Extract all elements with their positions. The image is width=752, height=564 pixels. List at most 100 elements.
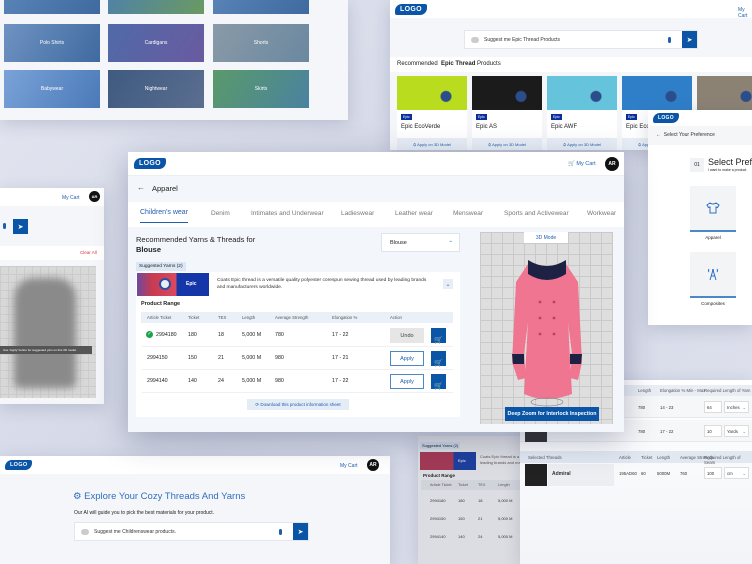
thread-name: Admiral [552, 471, 571, 477]
brand-badge: Epic [476, 114, 487, 120]
product-card[interactable]: Epic Epic EcoVerde ⛭ Apply on 3D Model [397, 76, 467, 150]
3d-mode-toggle[interactable]: 3D Mode [524, 232, 568, 243]
send-button[interactable]: ➤ [682, 31, 697, 48]
cell: 780 [638, 405, 646, 410]
category-label: Nightwear [144, 86, 168, 92]
cell: 2994180 [156, 332, 177, 338]
my-cart-link[interactable]: 🛒 My Cart [568, 161, 596, 167]
send-button[interactable]: ➤ [13, 219, 28, 234]
apply-hint: Use 'Apply' button for suggested yarn on… [0, 346, 92, 354]
send-icon: ➤ [686, 36, 693, 44]
apply-3d-button[interactable]: ⛭ Apply on 3D Model [547, 138, 617, 150]
undo-button[interactable]: Undo [390, 328, 424, 343]
category-tile[interactable]: Polo Shirts [4, 24, 100, 62]
product-name: Epic EcoVerde [401, 124, 441, 130]
check-icon: ✓ [146, 331, 153, 338]
column-header: TEX [478, 483, 486, 487]
logo[interactable]: LOGO [134, 158, 166, 169]
garment-dropdown[interactable]: Blouse ⌄ [381, 233, 460, 252]
apply-3d-button[interactable]: ⛭ Apply on 3D Model [397, 138, 467, 150]
yarn-length-input[interactable]: 64 [704, 401, 722, 413]
ai-chat-icon [471, 36, 479, 43]
category-tile[interactable]: Babywear [4, 70, 100, 108]
cell: 150 [188, 355, 197, 361]
back-arrow-icon[interactable]: ← [137, 183, 145, 192]
product-card[interactable]: Epic Epic AWF ⛭ Apply on 3D Model [547, 76, 617, 150]
suggested-yarns-badge: Suggested Yarns (2) [136, 262, 186, 271]
preference-title: Select Prefer [708, 157, 752, 167]
category-tile[interactable]: Nightwear [108, 70, 204, 108]
tab-leather-wear[interactable]: Leather wear [395, 210, 433, 217]
column-header: Selected Threads [528, 455, 562, 460]
category-tile[interactable] [108, 0, 204, 14]
mic-icon[interactable] [279, 529, 282, 535]
tab-menswear[interactable]: Menswear [453, 210, 483, 217]
seam-unit-select[interactable]: cm ⌄ [724, 467, 749, 479]
cell: 140 [188, 378, 197, 384]
search-input[interactable]: Suggest me Epic Thread Products ➤ [464, 30, 698, 49]
my-cart-link[interactable]: My Cart [340, 463, 358, 469]
cart-icon: 🛒 [434, 360, 443, 367]
deep-zoom-button[interactable]: Deep Zoom for Interlock Inspection [505, 407, 599, 421]
search-input[interactable]: Suggest me Childrenswear products. ➤ [74, 522, 309, 541]
back-link[interactable]: ← Select Your Preference [656, 132, 715, 138]
download-sheet-button[interactable]: ⟳ Download this product information shee… [247, 399, 349, 410]
avatar[interactable]: AR [89, 191, 100, 202]
search-value: Suggest me Childrenswear products. [94, 528, 176, 535]
category-tile[interactable] [4, 0, 100, 14]
yarn-badge: Epic [186, 281, 197, 287]
apply-button[interactable]: Apply [390, 351, 424, 366]
cell: 180 [188, 332, 197, 338]
category-tile[interactable] [213, 0, 309, 14]
product-card[interactable]: Epic Epic AS ⛭ Apply on 3D Model [472, 76, 542, 150]
column-header: Article Ticket [430, 483, 452, 487]
apply-3d-button[interactable]: ⛭ Apply on 3D Model [472, 138, 542, 150]
add-to-cart-button[interactable]: 🛒 [431, 351, 446, 367]
cell: 17 - 21 [332, 355, 349, 361]
brand-badge: Epic [551, 114, 562, 120]
tab-sports-and-activewear[interactable]: Sports and Activewear [504, 210, 569, 217]
unit-select[interactable]: Inches ⌄ [724, 401, 749, 413]
option-composites[interactable] [690, 252, 736, 298]
category-tile[interactable]: Skirts [213, 70, 309, 108]
cell: 2994150 [147, 355, 168, 361]
tab-denim[interactable]: Denim [211, 210, 230, 217]
expand-button[interactable]: ⌄ [443, 279, 453, 289]
category-tile[interactable]: Shorts [213, 24, 309, 62]
unit-select[interactable]: Yards ⌄ [724, 425, 749, 437]
column-header: Average Strength [275, 315, 309, 320]
avatar[interactable]: AR [367, 459, 379, 471]
category-tile[interactable]: Cardigans [108, 24, 204, 62]
product-name: Epic Eco [626, 124, 650, 130]
category-label: Shorts [253, 40, 269, 46]
category-panel: Polo Shirts Cardigans Shorts Babywear Nightw… [0, 0, 348, 120]
add-to-cart-button[interactable]: 🛒 [431, 328, 446, 344]
3d-model-viewer[interactable]: 3D Mode Deep Zoom for Interlock Inspecti… [480, 232, 613, 424]
yarn-length-input[interactable]: 10 [704, 425, 722, 437]
clear-all-link[interactable]: Clear All [80, 250, 97, 255]
option-apparel[interactable] [690, 186, 736, 232]
add-to-cart-button[interactable]: 🛒 [431, 374, 446, 390]
cell: 17 - 22 [332, 378, 349, 384]
avatar[interactable]: AR [605, 157, 619, 171]
seam-length-input[interactable]: 100 [704, 467, 722, 479]
tab-workwear[interactable]: Workwear [587, 210, 617, 217]
table-row: 2994150 150 21 5,000 M 980 17 - 21 Apply 🛒 [142, 347, 453, 370]
my-cart-link[interactable]: My Cart [738, 7, 748, 19]
tab-intimates-and-underwear[interactable]: Intimates and Underwear [251, 210, 324, 217]
mic-icon[interactable] [3, 223, 6, 229]
column-header: TEX [218, 315, 227, 320]
cell: 980 [275, 355, 284, 361]
send-button[interactable]: ➤ [293, 523, 308, 540]
cell: 5,000 M [498, 534, 513, 539]
mini-yarn-panel: Suggested Yarns (2) Epic Coats Epic thre… [418, 436, 528, 564]
thread-image [622, 76, 692, 110]
cell: 5,000 M [498, 516, 513, 521]
mic-icon[interactable] [668, 37, 671, 43]
my-cart-link[interactable]: My Cart [62, 195, 80, 201]
thread-image [472, 76, 542, 110]
tab-children-s-wear[interactable]: Children's wear [140, 209, 189, 223]
column-header: Ticket [188, 315, 200, 320]
tab-ladieswear[interactable]: Ladieswear [341, 210, 375, 217]
apply-button[interactable]: Apply [390, 374, 424, 389]
